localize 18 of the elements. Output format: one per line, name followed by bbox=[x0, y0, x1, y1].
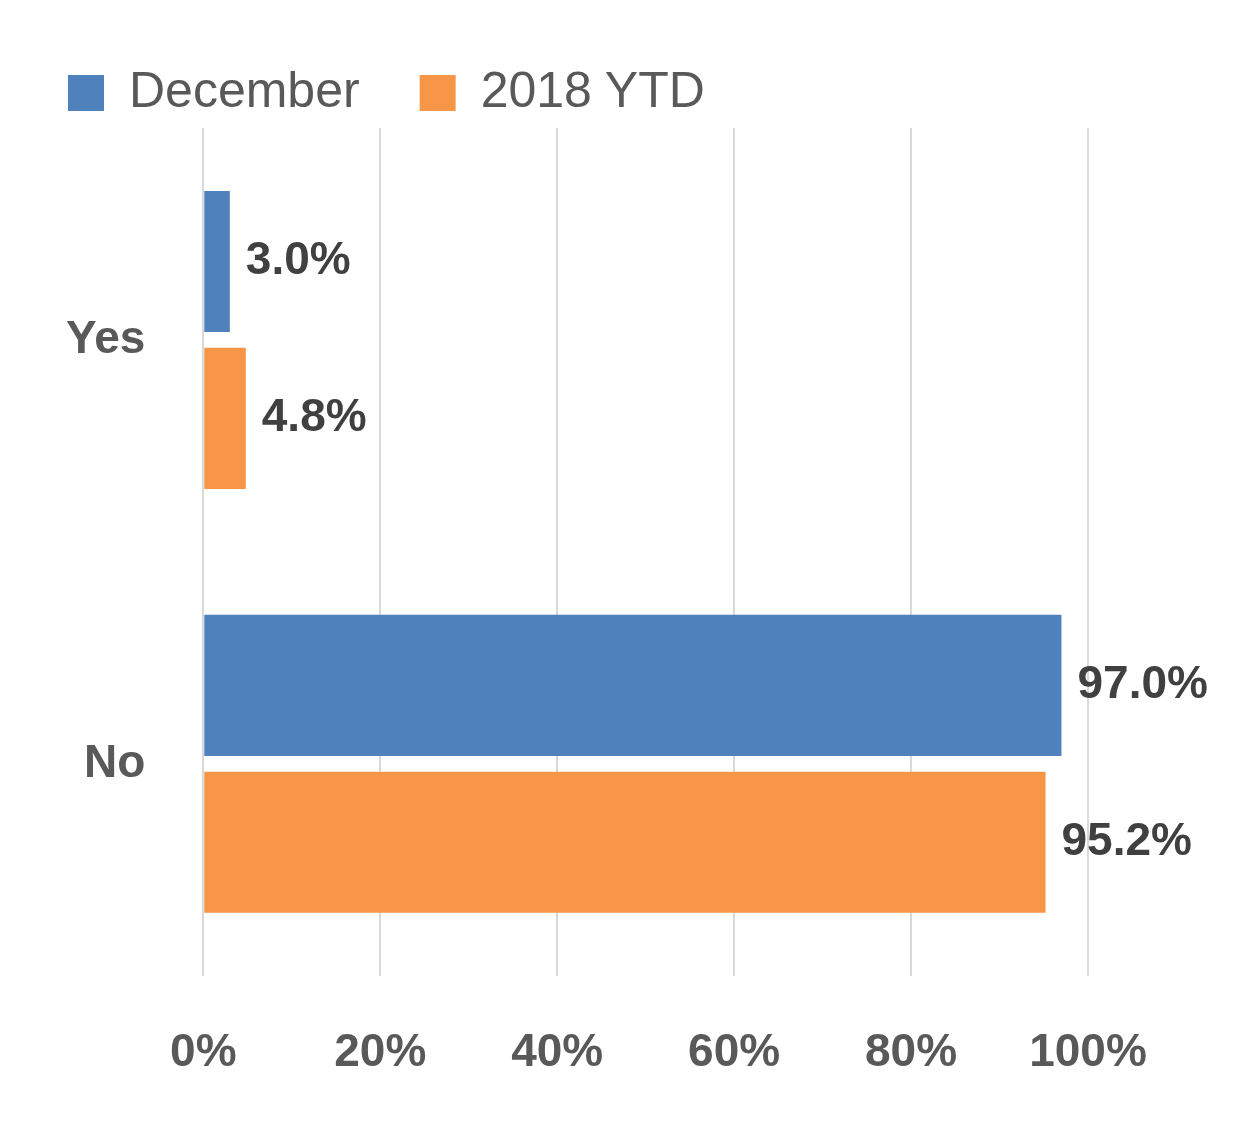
bar bbox=[204, 614, 1062, 757]
bar bbox=[204, 771, 1046, 913]
x-tick-label: 40% bbox=[511, 1024, 604, 1077]
x-tick-label: 100% bbox=[1029, 1024, 1147, 1077]
x-tick-label: 80% bbox=[865, 1024, 958, 1077]
data-label: 95.2% bbox=[1061, 812, 1192, 865]
data-label: 97.0% bbox=[1077, 656, 1208, 709]
bar bbox=[204, 347, 246, 489]
legend-label: December bbox=[129, 61, 360, 118]
x-tick-label: 60% bbox=[688, 1024, 781, 1077]
legend-label: 2018 YTD bbox=[480, 61, 705, 118]
x-tick-label: 0% bbox=[170, 1024, 237, 1077]
data-label: 4.8% bbox=[261, 389, 367, 442]
bar bbox=[204, 190, 230, 333]
y-tick-label: No bbox=[83, 734, 146, 787]
x-tick-label: 20% bbox=[334, 1024, 427, 1077]
y-tick-label: Yes bbox=[66, 310, 146, 363]
data-label: 3.0% bbox=[245, 232, 351, 285]
